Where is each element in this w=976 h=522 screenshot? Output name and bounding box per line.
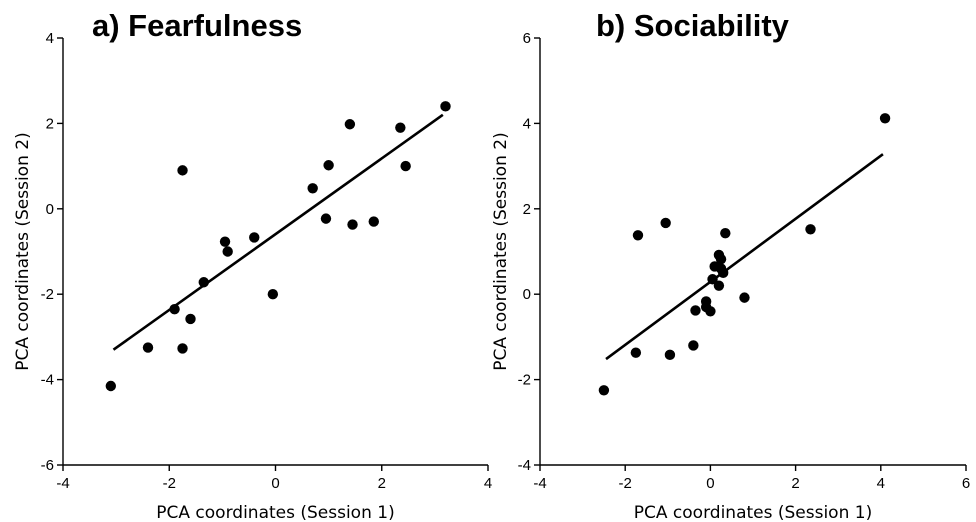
y-tick-label: 2 xyxy=(523,201,531,218)
x-tick-label: -4 xyxy=(533,475,546,492)
regression-line xyxy=(605,153,884,361)
data-point xyxy=(320,213,332,224)
y-tick-label: -4 xyxy=(41,372,54,389)
x-tick-label: 0 xyxy=(271,475,279,492)
data-point xyxy=(660,217,671,229)
y-tick-label: 0 xyxy=(523,286,531,303)
y-tick-label: -2 xyxy=(41,286,54,303)
data-point xyxy=(222,246,233,257)
y-axis-label: PCA coordinates (Session 2) xyxy=(13,132,33,370)
data-point xyxy=(177,165,188,176)
data-point xyxy=(805,224,816,235)
data-point xyxy=(705,306,716,317)
regression-line xyxy=(112,113,444,351)
data-point xyxy=(323,160,334,171)
data-point xyxy=(700,296,712,307)
data-point xyxy=(368,216,379,227)
x-axis-label: PCA coordinates (Session 1) xyxy=(634,503,872,522)
data-point xyxy=(720,227,731,239)
y-tick-label: -4 xyxy=(518,457,531,474)
x-tick-label: 6 xyxy=(962,475,970,492)
y-tick-label: 2 xyxy=(46,115,54,132)
x-tick-label: 4 xyxy=(484,475,492,492)
data-point xyxy=(105,380,117,392)
data-point xyxy=(879,113,891,124)
chart-title: a) Fearfulness xyxy=(92,8,302,43)
data-point xyxy=(395,122,406,133)
data-point xyxy=(169,303,180,315)
data-point xyxy=(598,385,610,396)
y-tick-label: 4 xyxy=(523,115,531,132)
data-point xyxy=(400,160,411,172)
y-axis-label: PCA coordinates (Session 2) xyxy=(491,132,511,370)
data-point xyxy=(717,267,729,279)
data-point xyxy=(198,277,209,288)
data-point xyxy=(249,232,260,243)
x-tick-label: -4 xyxy=(56,475,69,492)
data-point xyxy=(739,292,750,303)
y-tick-label: -2 xyxy=(518,372,531,389)
data-point xyxy=(177,343,188,354)
x-axis-label: PCA coordinates (Session 1) xyxy=(156,503,394,522)
data-point xyxy=(707,274,718,285)
data-point xyxy=(690,305,701,316)
y-tick-label: 0 xyxy=(46,201,54,218)
data-point xyxy=(185,313,196,325)
data-point xyxy=(630,347,642,358)
data-point xyxy=(267,289,279,300)
data-point xyxy=(715,253,727,265)
data-point xyxy=(307,183,318,194)
data-point xyxy=(344,119,356,130)
data-point xyxy=(632,230,644,241)
chart-title: b) Sociability xyxy=(596,8,790,43)
x-tick-label: -2 xyxy=(163,475,176,492)
x-tick-label: 0 xyxy=(706,475,714,492)
data-point xyxy=(347,219,358,230)
x-tick-label: 4 xyxy=(877,475,885,492)
data-point xyxy=(440,101,451,112)
x-tick-label: 2 xyxy=(378,475,386,492)
data-point xyxy=(713,280,725,291)
x-tick-label: -2 xyxy=(619,475,632,492)
y-tick-label: 6 xyxy=(523,30,531,47)
y-tick-label: 4 xyxy=(46,30,54,47)
data-point xyxy=(142,342,154,353)
data-point xyxy=(688,340,699,351)
y-tick-label: -6 xyxy=(41,457,54,474)
x-tick-label: 2 xyxy=(791,475,799,492)
data-point xyxy=(664,349,676,361)
data-point xyxy=(219,236,231,247)
